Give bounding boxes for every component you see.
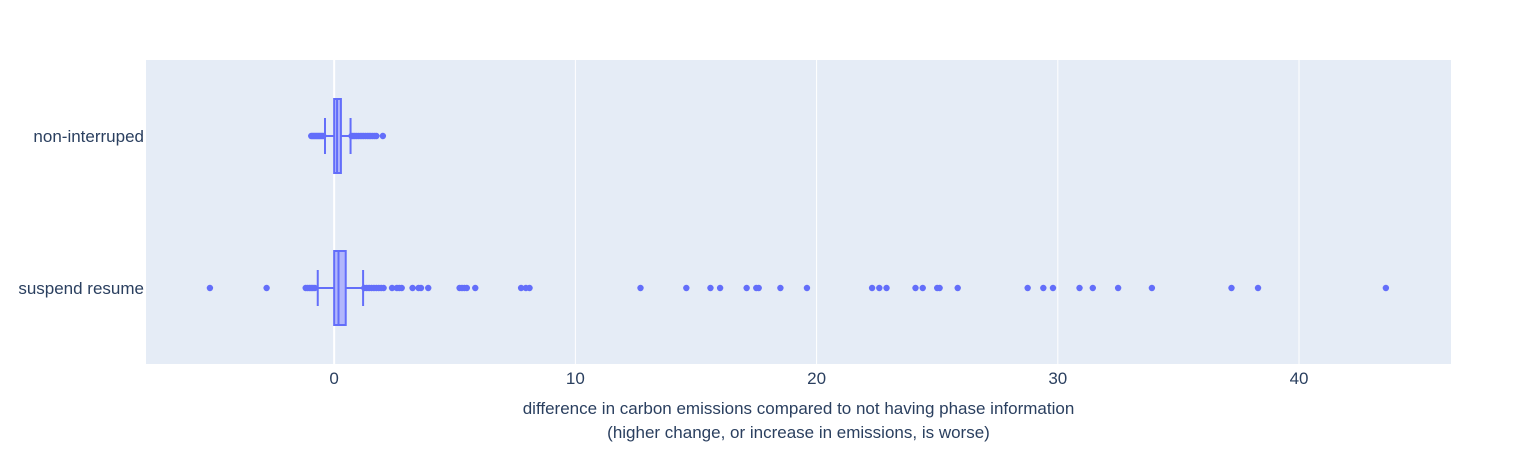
outlier-point xyxy=(716,284,724,292)
outlier-point xyxy=(379,132,387,140)
x-axis-title-line-2: (higher change, or increase in emissions… xyxy=(607,423,990,442)
outlier-point xyxy=(637,284,644,292)
outlier-point xyxy=(1040,284,1047,292)
outlier-point xyxy=(683,284,690,292)
outlier-point xyxy=(919,284,926,292)
outlier-point xyxy=(388,284,396,292)
x-tick-label: 20 xyxy=(807,369,826,388)
outlier-point xyxy=(1076,284,1083,292)
outlier-point xyxy=(1089,284,1096,292)
y-category-label: non-interruped xyxy=(33,127,144,146)
outlier-point xyxy=(417,284,425,292)
outlier-point xyxy=(1382,284,1390,292)
box-iqr xyxy=(333,250,347,326)
outlier-point xyxy=(936,284,943,292)
outlier-point xyxy=(425,284,432,292)
outlier-point xyxy=(311,284,319,292)
x-tick-label: 40 xyxy=(1290,369,1309,388)
outlier-point xyxy=(912,284,919,292)
outlier-point xyxy=(954,284,961,292)
outlier-point xyxy=(1024,284,1031,292)
y-category-label: suspend resume xyxy=(18,279,144,298)
box-trace xyxy=(206,250,1390,326)
outlier-point xyxy=(263,284,270,292)
box-trace xyxy=(308,98,387,174)
y-category-labels: non-interruped suspend resume xyxy=(18,127,144,298)
outlier-point xyxy=(707,284,714,292)
outlier-point xyxy=(320,132,327,140)
outlier-point xyxy=(1114,284,1122,292)
outlier-point xyxy=(472,284,479,292)
outlier-point xyxy=(743,284,750,292)
outlier-point xyxy=(526,284,533,292)
x-tick-labels: 0 10 20 30 40 xyxy=(329,369,1308,388)
x-tick-label: 10 xyxy=(566,369,585,388)
outlier-point xyxy=(1148,284,1156,292)
outlier-point xyxy=(777,284,784,292)
outlier-point xyxy=(1228,284,1235,292)
box-traces xyxy=(206,98,1390,326)
outlier-point xyxy=(398,284,405,292)
outlier-point xyxy=(876,284,883,292)
outlier-point xyxy=(380,284,387,292)
x-axis-title-line-1: difference in carbon emissions compared … xyxy=(523,399,1075,418)
outlier-point xyxy=(409,284,416,292)
outlier-point xyxy=(883,284,890,292)
outlier-point xyxy=(1049,284,1057,292)
outlier-point xyxy=(755,284,762,292)
grid-lines xyxy=(574,60,1300,364)
x-tick-label: 0 xyxy=(329,369,338,388)
outlier-point xyxy=(373,132,380,140)
outlier-point xyxy=(1254,284,1262,292)
outlier-point xyxy=(463,284,471,292)
plot-area xyxy=(146,60,1451,364)
outlier-point xyxy=(206,284,214,292)
outlier-point xyxy=(803,284,811,292)
outlier-point xyxy=(517,284,525,292)
x-tick-label: 30 xyxy=(1048,369,1067,388)
outlier-point xyxy=(868,284,876,292)
